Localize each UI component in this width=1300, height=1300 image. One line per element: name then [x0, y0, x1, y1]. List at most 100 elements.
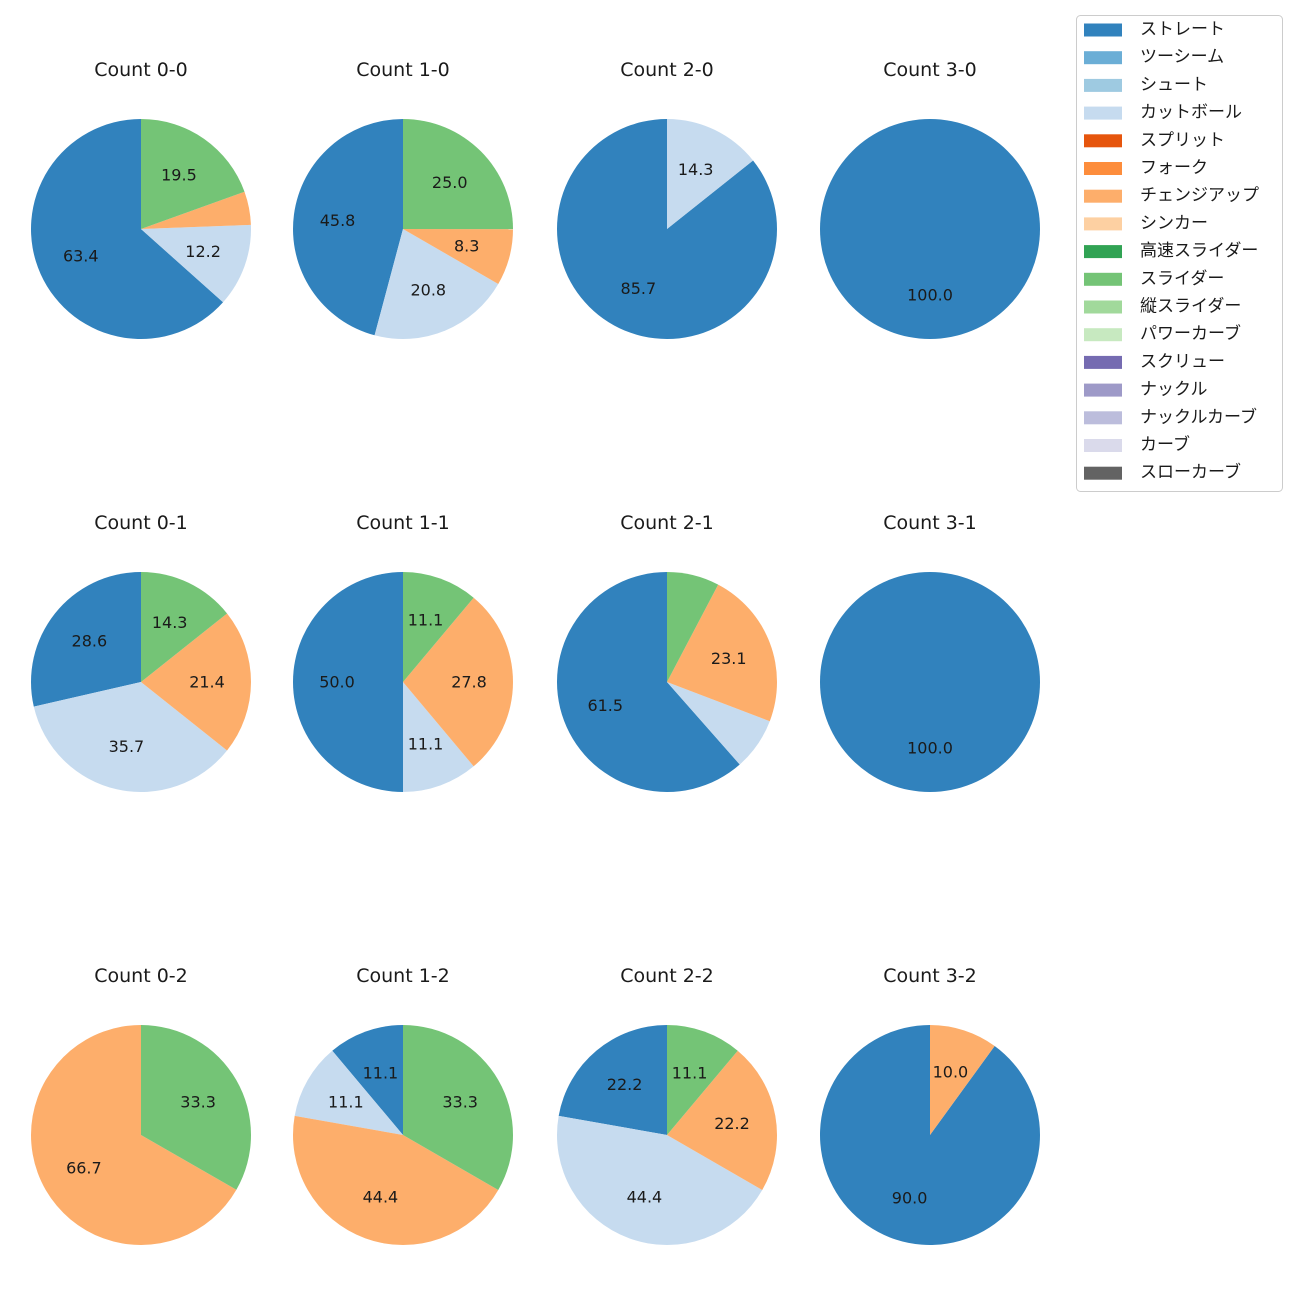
legend-label-14: ナックルカーブ: [1140, 406, 1257, 427]
slice-label-count-0-2-0: 66.7: [66, 1159, 102, 1178]
pie-slice-count-0-0-2: [141, 191, 251, 229]
pie-slice-count-0-1-2: [141, 613, 251, 751]
pie-slice-count-0-0-0: [30, 119, 224, 339]
pie-slice-count-3-0-0: [820, 119, 1040, 339]
pie-count-3-1: Count 3-1 100.0: [820, 512, 1040, 792]
pie-slice-count-1-0-3: [403, 119, 514, 230]
legend-swatch-6: [1084, 189, 1122, 203]
pie-slice-count-2-1-0: [556, 572, 740, 792]
pie-slice-count-1-0-0: [293, 119, 403, 336]
pie-slice-count-1-2-2: [292, 1115, 499, 1245]
legend-label-10: 縦スライダー: [1140, 297, 1241, 317]
legend-swatch-15: [1084, 439, 1122, 452]
pie-count-0-0: Count 0-0 63.4 12.2 19.5: [30, 59, 251, 339]
legend-swatch-2: [1084, 78, 1122, 92]
pie-slice-count-2-1-2: [667, 584, 778, 722]
pie-slice-count-2-2-3: [667, 1025, 738, 1135]
pie-slice-count-1-2-3: [403, 1025, 513, 1190]
slice-label-count-1-0-1: 20.8: [410, 280, 446, 299]
pie-title-count-2-0: Count 2-0: [620, 59, 714, 81]
pie-title-count-0-0: Count 0-0: [94, 59, 188, 81]
pie-slice-count-1-1-0: [293, 572, 403, 792]
pie-count-2-1: Count 2-1 61.5 23.1: [556, 512, 778, 792]
pie-slice-count-2-2-1: [556, 1115, 763, 1245]
pie-slice-count-3-1-0: [820, 572, 1040, 792]
slice-label-count-0-1-2: 21.4: [189, 673, 225, 692]
slice-label-count-1-1-2: 27.8: [451, 673, 487, 692]
legend-label-9: スライダー: [1140, 269, 1224, 289]
slice-label-count-3-0-0: 100.0: [907, 286, 953, 305]
pie-slice-count-1-1-2: [403, 597, 513, 767]
pie-slice-count-2-0-1: [667, 119, 754, 229]
slice-label-count-0-2-1: 33.3: [180, 1092, 216, 1111]
pie-count-1-0: Count 1-0 45.8 20.8 8.3 25.0: [293, 59, 514, 339]
slice-label-count-2-1-2: 23.1: [711, 649, 747, 668]
legend-label-6: チェンジアップ: [1140, 186, 1259, 206]
legend-label-1: ツーシーム: [1140, 47, 1224, 67]
legend-swatch-13: [1084, 383, 1122, 397]
legend-label-13: ナックル: [1140, 380, 1208, 400]
pie-count-3-0: Count 3-0 100.0: [820, 59, 1040, 339]
slice-label-count-0-0-0: 63.4: [63, 246, 99, 265]
pie-slice-count-2-2-0: [558, 1025, 667, 1135]
pie-title-count-2-2: Count 2-2: [620, 965, 714, 987]
slice-label-count-2-2-0: 22.2: [607, 1075, 643, 1094]
slice-label-count-1-2-1: 11.1: [328, 1093, 364, 1112]
pie-slice-count-1-2-1: [294, 1050, 403, 1135]
pie-slice-count-0-2-1: [141, 1025, 252, 1190]
slice-label-count-2-2-2: 22.2: [714, 1114, 750, 1133]
slice-label-count-2-2-3: 11.1: [672, 1063, 708, 1082]
pie-slice-count-3-2-1: [930, 1025, 995, 1135]
legend-label-3: カットボール: [1140, 103, 1242, 123]
slice-label-count-2-0-0: 85.7: [621, 279, 657, 298]
pie-slice-count-0-1-1: [33, 682, 228, 793]
legend-label-2: シュート: [1140, 75, 1208, 95]
legend-label-4: スプリット: [1140, 130, 1225, 150]
legend-swatch-16: [1084, 466, 1122, 480]
slice-label-count-1-0-0: 45.8: [320, 211, 356, 230]
slice-label-count-1-0-3: 25.0: [432, 173, 468, 192]
legend-label-7: シンカー: [1140, 213, 1208, 233]
legend-swatch-3: [1084, 106, 1122, 120]
pie-slice-count-0-0-3: [141, 118, 245, 229]
pie-count-0-2: Count 0-2 66.7 33.3: [31, 965, 252, 1245]
pie-title-count-3-2: Count 3-2: [883, 965, 977, 987]
pie-slice-count-0-0-1: [141, 224, 251, 303]
pie-slice-count-2-2-2: [667, 1050, 777, 1190]
legend-swatch-9: [1084, 272, 1122, 286]
pie-slice-count-1-1-1: [403, 682, 474, 792]
legend-swatch-5: [1084, 162, 1122, 175]
pie-title-count-3-0: Count 3-0: [883, 59, 977, 81]
pie-count-2-0: Count 2-0 85.7 14.3: [556, 59, 777, 339]
slice-label-count-1-2-2: 44.4: [363, 1188, 399, 1207]
legend-swatch-11: [1084, 328, 1122, 342]
legend-label-5: フォーク: [1140, 158, 1208, 178]
legend-swatch-0: [1084, 23, 1122, 37]
pie-slice-count-3-2-0: [820, 1025, 1041, 1245]
pie-slice-count-2-1-1: [667, 682, 770, 765]
slice-label-count-3-2-1: 10.0: [933, 1063, 969, 1082]
pie-slice-count-1-1-3: [403, 572, 474, 682]
slice-label-count-1-1-1: 11.1: [408, 735, 444, 754]
pie-slice-count-1-2-0: [332, 1025, 403, 1135]
slice-label-count-0-1-0: 28.6: [72, 631, 108, 650]
legend-swatch-8: [1084, 245, 1122, 259]
legend-label-11: パワーカーブ: [1140, 323, 1241, 344]
pie-slice-count-0-2-0: [31, 1025, 237, 1245]
pie-count-0-1: Count 0-1 28.6 35.7 21.4 14.3: [30, 512, 251, 793]
pie-title-count-0-2: Count 0-2: [94, 965, 188, 987]
legend-swatch-12: [1084, 355, 1122, 369]
legend-frame: [1076, 15, 1283, 492]
legend-label-0: ストレート: [1140, 20, 1225, 40]
legend-swatch-7: [1084, 217, 1122, 231]
pie-slice-count-2-1-3: [667, 572, 719, 682]
slice-label-count-1-1-3: 11.1: [408, 610, 444, 629]
slice-label-count-3-1-0: 100.0: [907, 739, 953, 758]
pie-title-count-1-1: Count 1-1: [356, 512, 450, 534]
pie-slice-count-0-1-0: [30, 572, 141, 707]
slice-label-count-1-2-0: 11.1: [363, 1063, 399, 1082]
legend: ストレートツーシームシュートカットボールスプリットフォークチェンジアップシンカー…: [1076, 15, 1283, 492]
pie-count-1-1: Count 1-1 50.0 11.1 27.8 11.1: [293, 512, 513, 792]
legend-swatch-10: [1084, 300, 1122, 314]
